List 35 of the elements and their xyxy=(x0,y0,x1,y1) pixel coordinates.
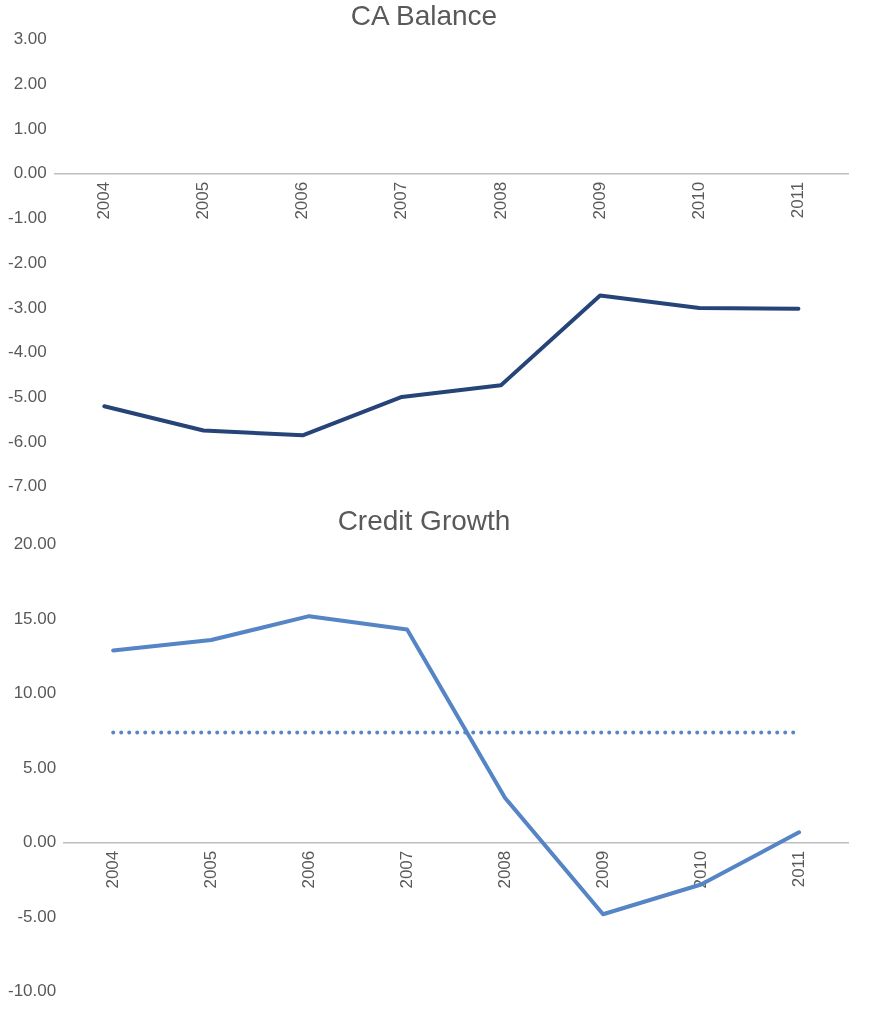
x-tick-label: 2004 xyxy=(102,850,122,889)
x-tick-label: 2005 xyxy=(200,850,220,889)
x-tick-label: 2009 xyxy=(592,850,612,889)
y-tick-label: -3.00 xyxy=(8,297,47,317)
x-tick-label: 2007 xyxy=(396,850,416,889)
y-tick-label: 20.00 xyxy=(13,534,57,554)
chart-title: Credit Growth xyxy=(337,504,511,536)
chart-title: CA Balance xyxy=(350,0,498,31)
x-tick-label: 2008 xyxy=(490,181,510,220)
y-tick-label: -5.00 xyxy=(17,906,57,926)
x-tick-label: 2005 xyxy=(193,181,213,220)
x-tick-label: 2007 xyxy=(391,181,411,220)
x-tick-label: 2009 xyxy=(589,181,609,220)
x-tick-label: 2008 xyxy=(494,850,514,889)
y-tick-label: 10.00 xyxy=(13,683,57,703)
y-tick-label: -4.00 xyxy=(8,342,47,362)
x-tick-label: 2010 xyxy=(688,181,708,220)
y-tick-label: 15.00 xyxy=(13,608,57,628)
y-tick-label: -5.00 xyxy=(8,387,47,407)
x-tick-label: 2006 xyxy=(292,181,312,220)
x-tick-label: 2011 xyxy=(788,181,808,219)
y-tick-label: -1.00 xyxy=(8,208,47,228)
y-tick-label: -6.00 xyxy=(8,431,47,451)
y-tick-label: 1.00 xyxy=(13,118,47,138)
y-tick-label: 3.00 xyxy=(13,29,47,49)
y-tick-label: 5.00 xyxy=(23,757,57,777)
y-tick-label: -7.00 xyxy=(8,476,47,496)
y-tick-label: 2.00 xyxy=(13,74,47,94)
x-tick-label: 2004 xyxy=(94,181,114,220)
y-tick-label: -2.00 xyxy=(8,252,47,272)
x-tick-label: 2011 xyxy=(788,850,808,888)
x-tick-label: 2006 xyxy=(298,850,318,889)
y-tick-label: 0.00 xyxy=(13,163,47,183)
y-tick-label: -10.00 xyxy=(8,981,57,1001)
y-tick-label: 0.00 xyxy=(23,832,57,852)
